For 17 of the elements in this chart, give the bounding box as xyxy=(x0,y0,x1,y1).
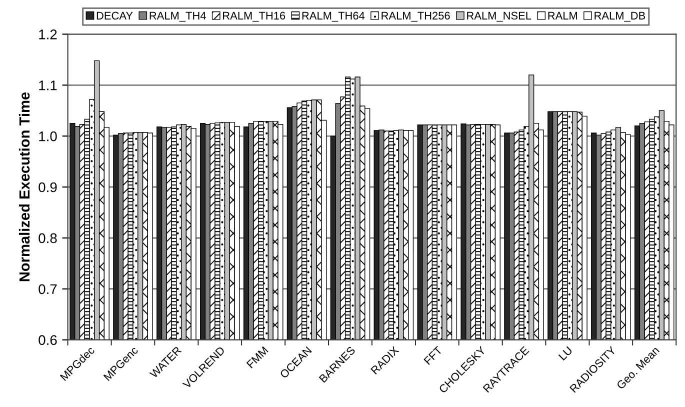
legend-label: RALM_NSEL xyxy=(467,12,532,22)
y-tick-label: 0.9 xyxy=(38,182,57,192)
y-tick-label: 1.1 xyxy=(39,80,57,90)
x-tick-label: LU xyxy=(558,346,573,361)
legend-label: RALM_TH64 xyxy=(302,12,365,22)
y-tick-label: 1.0 xyxy=(39,131,57,142)
legend-label: RALM_DB xyxy=(594,12,646,22)
y-tick-label: 0.6 xyxy=(38,335,57,346)
y-axis-title: Normalized Execution Time xyxy=(18,92,30,282)
legend-label: RALM_TH4 xyxy=(150,12,206,22)
y-tick-label: 0.7 xyxy=(38,284,57,294)
legend-label: DECAY xyxy=(96,12,133,20)
legend-label: RALM_TH16 xyxy=(223,12,286,22)
y-tick-label: 0.8 xyxy=(38,233,57,244)
y-tick-label: 1.2 xyxy=(39,30,57,40)
legend-label: RALM_TH256 xyxy=(382,12,450,22)
legend-label: RALM xyxy=(548,12,577,20)
